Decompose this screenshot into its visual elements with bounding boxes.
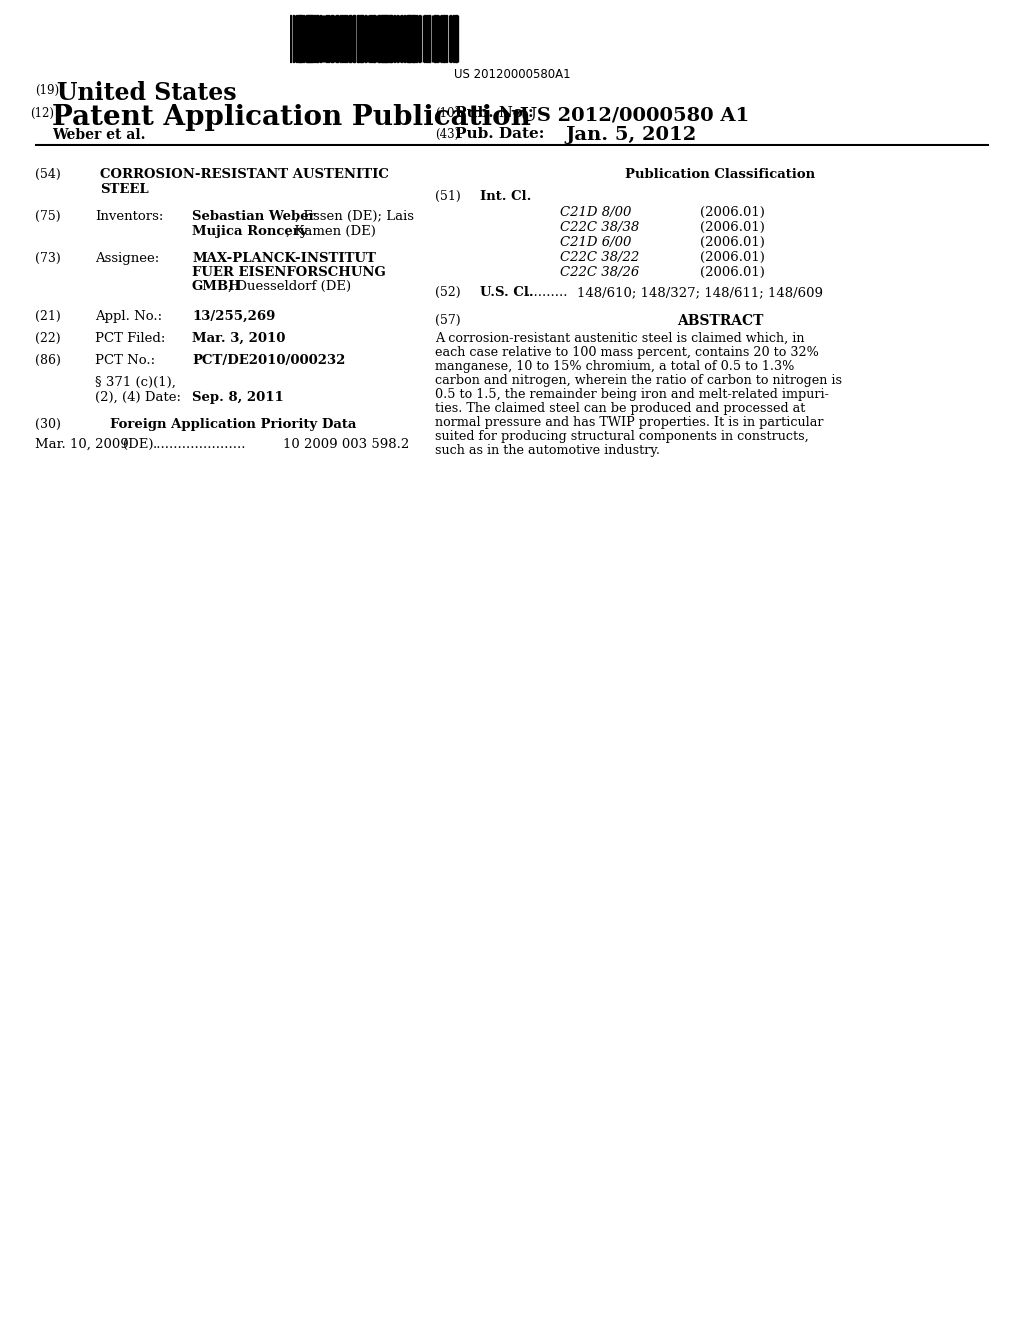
Text: suited for producing structural components in constructs,: suited for producing structural componen… [435,430,809,444]
Bar [441,15,442,62]
Text: ties. The claimed steel can be produced and processed at: ties. The claimed steel can be produced … [435,403,805,414]
Text: , Essen (DE); Lais: , Essen (DE); Lais [295,210,414,223]
Text: Int. Cl.: Int. Cl. [480,190,531,203]
Text: (10): (10) [435,107,459,120]
Text: each case relative to 100 mass percent, contains 20 to 32%: each case relative to 100 mass percent, … [435,346,819,359]
Text: , Kamen (DE): , Kamen (DE) [286,224,376,238]
Text: (2006.01): (2006.01) [700,206,765,219]
Text: C22C 38/26: C22C 38/26 [560,267,639,279]
Text: (52): (52) [435,286,461,300]
Text: 13/255,269: 13/255,269 [193,310,275,323]
Bar [359,15,360,62]
Bar [293,15,294,62]
Text: 10 2009 003 598.2: 10 2009 003 598.2 [283,438,410,451]
Text: Assignee:: Assignee: [95,252,160,265]
Text: PCT Filed:: PCT Filed: [95,333,165,345]
Text: MAX-PLANCK-INSTITUT: MAX-PLANCK-INSTITUT [193,252,376,265]
Text: PCT No.:: PCT No.: [95,354,155,367]
Text: Inventors:: Inventors: [95,210,164,223]
Text: (22): (22) [35,333,60,345]
Text: (73): (73) [35,252,60,265]
Text: (19): (19) [35,84,59,96]
Text: PCT/DE2010/000232: PCT/DE2010/000232 [193,354,345,367]
Text: (21): (21) [35,310,60,323]
Text: Publication Classification: Publication Classification [625,168,815,181]
Text: § 371 (c)(1),: § 371 (c)(1), [95,376,176,389]
Text: (2), (4) Date:: (2), (4) Date: [95,391,181,404]
Text: normal pressure and has TWIP properties. It is in particular: normal pressure and has TWIP properties.… [435,416,823,429]
Text: Jan. 5, 2012: Jan. 5, 2012 [565,125,696,144]
Text: , Duesseldorf (DE): , Duesseldorf (DE) [228,280,351,293]
Text: (86): (86) [35,354,60,367]
Bar [332,15,333,62]
Text: (43): (43) [435,128,459,141]
Bar [453,15,454,62]
Text: A corrosion-resistant austenitic steel is claimed which, in: A corrosion-resistant austenitic steel i… [435,333,805,345]
Text: (54): (54) [35,168,60,181]
Text: Patent Application Publication: Patent Application Publication [52,104,530,131]
Text: Pub. Date:: Pub. Date: [455,127,545,141]
Text: (2006.01): (2006.01) [700,251,765,264]
Text: Foreign Application Priority Data: Foreign Application Priority Data [110,418,356,432]
Text: (2006.01): (2006.01) [700,220,765,234]
Bar [374,15,376,62]
Bar [403,15,404,62]
Bar [436,15,438,62]
Text: Mar. 3, 2010: Mar. 3, 2010 [193,333,286,345]
Text: (DE): (DE) [123,438,154,451]
Text: (30): (30) [35,418,60,432]
Text: US 20120000580A1: US 20120000580A1 [454,69,570,81]
Bar [321,15,322,62]
Text: (2006.01): (2006.01) [700,267,765,279]
Text: US 2012/0000580 A1: US 2012/0000580 A1 [520,106,750,124]
Bar [386,15,387,62]
Text: 148/610; 148/327; 148/611; 148/609: 148/610; 148/327; 148/611; 148/609 [577,286,823,300]
Text: Weber et al.: Weber et al. [52,128,145,143]
Text: C22C 38/22: C22C 38/22 [560,251,639,264]
Bar [310,15,311,62]
Text: such as in the automotive industry.: such as in the automotive industry. [435,444,660,457]
Text: Sebastian Weber: Sebastian Weber [193,210,315,223]
Text: ABSTRACT: ABSTRACT [677,314,763,327]
Text: (12): (12) [30,107,54,120]
Text: ......................: ...................... [153,438,247,451]
Text: C21D 8/00: C21D 8/00 [560,206,632,219]
Text: (57): (57) [435,314,461,327]
Bar [353,15,354,62]
Text: CORROSION-RESISTANT AUSTENITIC: CORROSION-RESISTANT AUSTENITIC [100,168,389,181]
Text: (51): (51) [435,190,461,203]
Text: ..........: .......... [526,286,568,300]
Text: carbon and nitrogen, wherein the ratio of carbon to nitrogen is: carbon and nitrogen, wherein the ratio o… [435,374,842,387]
Bar [450,15,451,62]
Bar [410,15,412,62]
Bar [387,15,388,62]
Text: U.S. Cl.: U.S. Cl. [480,286,534,300]
Text: FUER EISENFORSCHUNG: FUER EISENFORSCHUNG [193,267,386,279]
Text: manganese, 10 to 15% chromium, a total of 0.5 to 1.3%: manganese, 10 to 15% chromium, a total o… [435,360,795,374]
Text: 0.5 to 1.5, the remainder being iron and melt-related impuri-: 0.5 to 1.5, the remainder being iron and… [435,388,828,401]
Text: C21D 6/00: C21D 6/00 [560,236,632,249]
Text: Pub. No.:: Pub. No.: [455,106,534,120]
Text: C22C 38/38: C22C 38/38 [560,220,639,234]
Text: (75): (75) [35,210,60,223]
Bar [340,15,341,62]
Text: Mar. 10, 2009: Mar. 10, 2009 [35,438,129,451]
Text: Mujica Roncery: Mujica Roncery [193,224,307,238]
Text: (2006.01): (2006.01) [700,236,765,249]
Text: STEEL: STEEL [100,183,148,195]
Text: United States: United States [57,81,237,106]
Bar [342,15,343,62]
Text: GMBH: GMBH [193,280,242,293]
Text: Sep. 8, 2011: Sep. 8, 2011 [193,391,284,404]
Bar [306,15,307,62]
Text: Appl. No.:: Appl. No.: [95,310,162,323]
